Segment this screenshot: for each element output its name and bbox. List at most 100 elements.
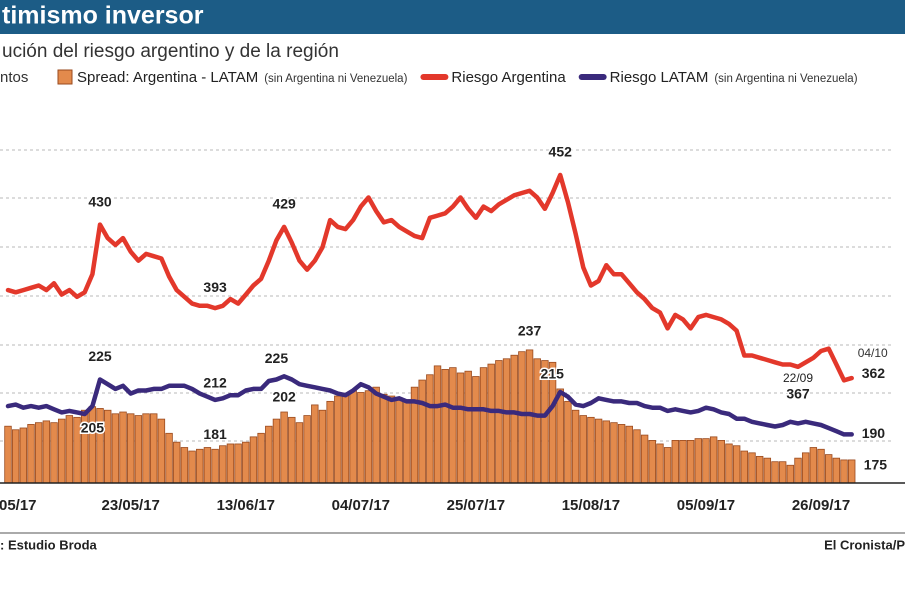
bar	[272, 418, 281, 484]
bar	[318, 409, 327, 484]
unit-label: ntos	[0, 69, 28, 86]
bar	[725, 443, 733, 484]
legend-label: Spread: Argentina - LATAM	[77, 69, 258, 86]
bar	[357, 392, 365, 484]
x-tick-label: 26/09/17	[792, 497, 850, 514]
bar	[533, 358, 541, 484]
bar	[663, 447, 672, 484]
credit: El Cronista/P	[824, 537, 905, 552]
data-label: 237	[518, 323, 542, 339]
data-label: 429	[272, 196, 296, 212]
legend-label: Riesgo LATAM	[610, 69, 709, 86]
line	[5, 374, 854, 437]
bar	[242, 441, 250, 484]
data-label: 212	[203, 375, 227, 391]
legend-label: Riesgo Argentina	[451, 69, 566, 86]
bar	[671, 440, 679, 484]
bar	[702, 438, 710, 484]
bar	[464, 370, 472, 484]
chart-subtitle: ución del riesgo argentino y de la regió…	[2, 41, 339, 62]
bar	[717, 440, 726, 484]
data-label: 362	[862, 365, 886, 381]
bar	[364, 390, 373, 484]
data-label: 181	[203, 426, 227, 442]
bar	[594, 418, 603, 484]
x-tick-label: 25/07/17	[447, 497, 505, 514]
bar	[694, 438, 702, 484]
bar	[571, 409, 580, 484]
bar	[817, 448, 825, 484]
bar	[4, 425, 12, 484]
legend-swatch	[57, 69, 73, 85]
bar	[648, 440, 656, 484]
plot-area	[4, 172, 856, 484]
data-label: 202	[272, 389, 296, 405]
bar	[433, 365, 442, 484]
bar	[579, 415, 587, 484]
bar	[686, 440, 695, 484]
bar	[303, 415, 311, 484]
bar	[487, 363, 495, 484]
bar	[372, 386, 380, 484]
bar	[679, 440, 687, 484]
legend-note: (sin Argentina ni Venezuela)	[714, 73, 857, 85]
bar	[188, 450, 196, 484]
data-label: 367	[786, 385, 810, 401]
bar	[771, 461, 779, 484]
bar	[65, 415, 74, 484]
bar	[640, 434, 649, 484]
bar	[57, 418, 66, 484]
bar	[755, 455, 764, 484]
data-label: 452	[549, 144, 573, 160]
bar	[387, 395, 396, 484]
bar	[748, 452, 756, 484]
bar	[311, 404, 319, 484]
bar	[848, 459, 856, 484]
bar	[341, 393, 350, 484]
data-label: 225	[265, 350, 289, 366]
x-tick-label: 15/08/17	[562, 497, 620, 514]
bar	[142, 413, 150, 484]
bar	[211, 448, 219, 484]
bar	[19, 427, 28, 484]
bar	[587, 416, 595, 484]
data-label: 225	[88, 348, 112, 364]
bar	[326, 400, 334, 484]
bar	[127, 413, 135, 484]
bar	[257, 432, 265, 484]
bar	[180, 447, 189, 484]
bar	[88, 406, 97, 484]
bar	[564, 400, 572, 484]
data-label: 215	[541, 366, 565, 382]
bar	[34, 422, 43, 484]
bar	[441, 369, 449, 484]
data-label: 175	[864, 457, 888, 473]
bar	[73, 416, 81, 484]
bar	[656, 443, 664, 484]
bar	[27, 424, 35, 484]
annotation: 22/09	[783, 371, 813, 385]
bar	[288, 416, 296, 484]
bar	[418, 379, 426, 484]
bar	[395, 397, 403, 484]
bar	[633, 429, 641, 484]
bar	[832, 457, 841, 484]
bar	[610, 422, 618, 484]
bar	[280, 411, 288, 484]
bar	[42, 420, 51, 484]
bar	[472, 376, 480, 484]
bar	[617, 424, 626, 484]
bar	[840, 459, 848, 484]
bar	[219, 445, 227, 484]
header-bar	[0, 0, 905, 34]
x-tick-label: 04/07/17	[332, 497, 390, 514]
bar	[173, 441, 181, 484]
x-tick-label: 05/09/17	[677, 497, 735, 514]
bar	[134, 415, 143, 484]
bar	[157, 418, 166, 484]
bar	[196, 448, 204, 484]
bar	[449, 367, 457, 484]
data-label: 205	[81, 419, 105, 435]
bar	[165, 432, 173, 484]
